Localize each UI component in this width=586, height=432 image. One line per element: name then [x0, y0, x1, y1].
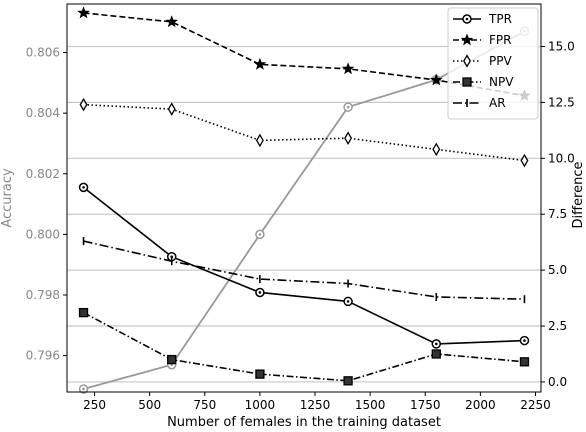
fpr-point: [165, 15, 179, 28]
npv-point: [431, 349, 441, 359]
tick-layer: 250 500 750 1000 1250 1500 1750 2000 2250 0.796 0.…: [26, 39, 575, 412]
y-tick-label-left: 0.798: [26, 288, 60, 302]
x-tick-label: 1250: [300, 398, 331, 412]
npv-point: [343, 376, 353, 386]
x-tick-label: 250: [83, 398, 106, 412]
y-axis-label-right: Difference: [571, 161, 586, 228]
legend-box: [447, 7, 539, 120]
npv-point: [255, 369, 265, 379]
tpr-point-center: [82, 186, 85, 189]
tpr-point-center: [523, 339, 526, 342]
npv-point: [167, 354, 177, 365]
y-tick-label-right: 5.0: [548, 263, 567, 277]
legend-label-fpr: FPR: [489, 33, 511, 47]
plot-layer: [77, 6, 531, 394]
accuracy-point-center: [82, 387, 85, 391]
y-axis-label-left: Accuracy: [0, 168, 15, 228]
fpr-point: [253, 57, 267, 70]
grid-layer: [67, 45, 541, 383]
ppv-point: [79, 97, 88, 112]
legend-marker-fpr: [460, 33, 474, 46]
y-tick-label-left: 0.802: [26, 167, 60, 181]
x-axis-label: Number of females in the training datase…: [167, 415, 441, 430]
legend-label-ar: AR: [489, 96, 506, 110]
legend-marker-npv: [462, 77, 472, 87]
ppv-point: [167, 102, 176, 116]
ppv-point: [344, 131, 353, 145]
y-tick-label-right: 10.0: [548, 151, 575, 165]
npv-line: [83, 311, 525, 382]
x-tick-label: 2250: [520, 398, 551, 412]
accuracy-point-center: [258, 233, 262, 236]
x-tick-label: 1750: [410, 398, 441, 412]
npv-point: [519, 357, 530, 367]
ppv-point: [255, 133, 264, 148]
x-tick-label: 2000: [465, 398, 496, 412]
npv-point: [78, 307, 89, 318]
legend-label-tpr: TPR: [488, 12, 512, 26]
fpr-point: [77, 6, 90, 19]
y-tick-label-left: 0.796: [26, 349, 60, 363]
x-tick-label: 750: [193, 398, 216, 412]
y-tick-label-right: 15.0: [548, 39, 575, 53]
legend-label-npv: NPV: [489, 75, 514, 89]
tpr-point-center: [434, 342, 438, 346]
plot-frame: [66, 3, 542, 393]
x-tick-label: 1000: [245, 398, 276, 412]
x-tick-label: 500: [138, 398, 161, 412]
y-tick-label-left: 0.800: [26, 227, 60, 241]
ppv-point: [520, 153, 529, 168]
legend-label-ppv: PPV: [489, 54, 512, 68]
y-tick-label-right: 12.5: [548, 95, 575, 109]
legend-marker-ppv: [463, 54, 471, 68]
x-tick-label: 1500: [355, 398, 386, 412]
y-tick-label-left: 0.804: [26, 106, 60, 120]
fpr-point: [341, 62, 355, 75]
ppv-point: [432, 142, 441, 157]
legend-marker-tpr-center: [465, 17, 469, 21]
tpr-line: [83, 186, 525, 345]
y-tick-label-right: 7.5: [548, 207, 567, 221]
y-tick-label-right: 0.0: [548, 375, 567, 389]
y-tick-label-right: 2.5: [548, 319, 567, 333]
tpr-point-center: [258, 291, 262, 294]
tpr-point-center: [346, 300, 350, 303]
accuracy-point-center: [346, 105, 350, 109]
fpr-point: [429, 73, 443, 86]
y-tick-label-left: 0.806: [26, 46, 60, 60]
legend: TPR FPR PPV NPV AR: [447, 7, 539, 120]
